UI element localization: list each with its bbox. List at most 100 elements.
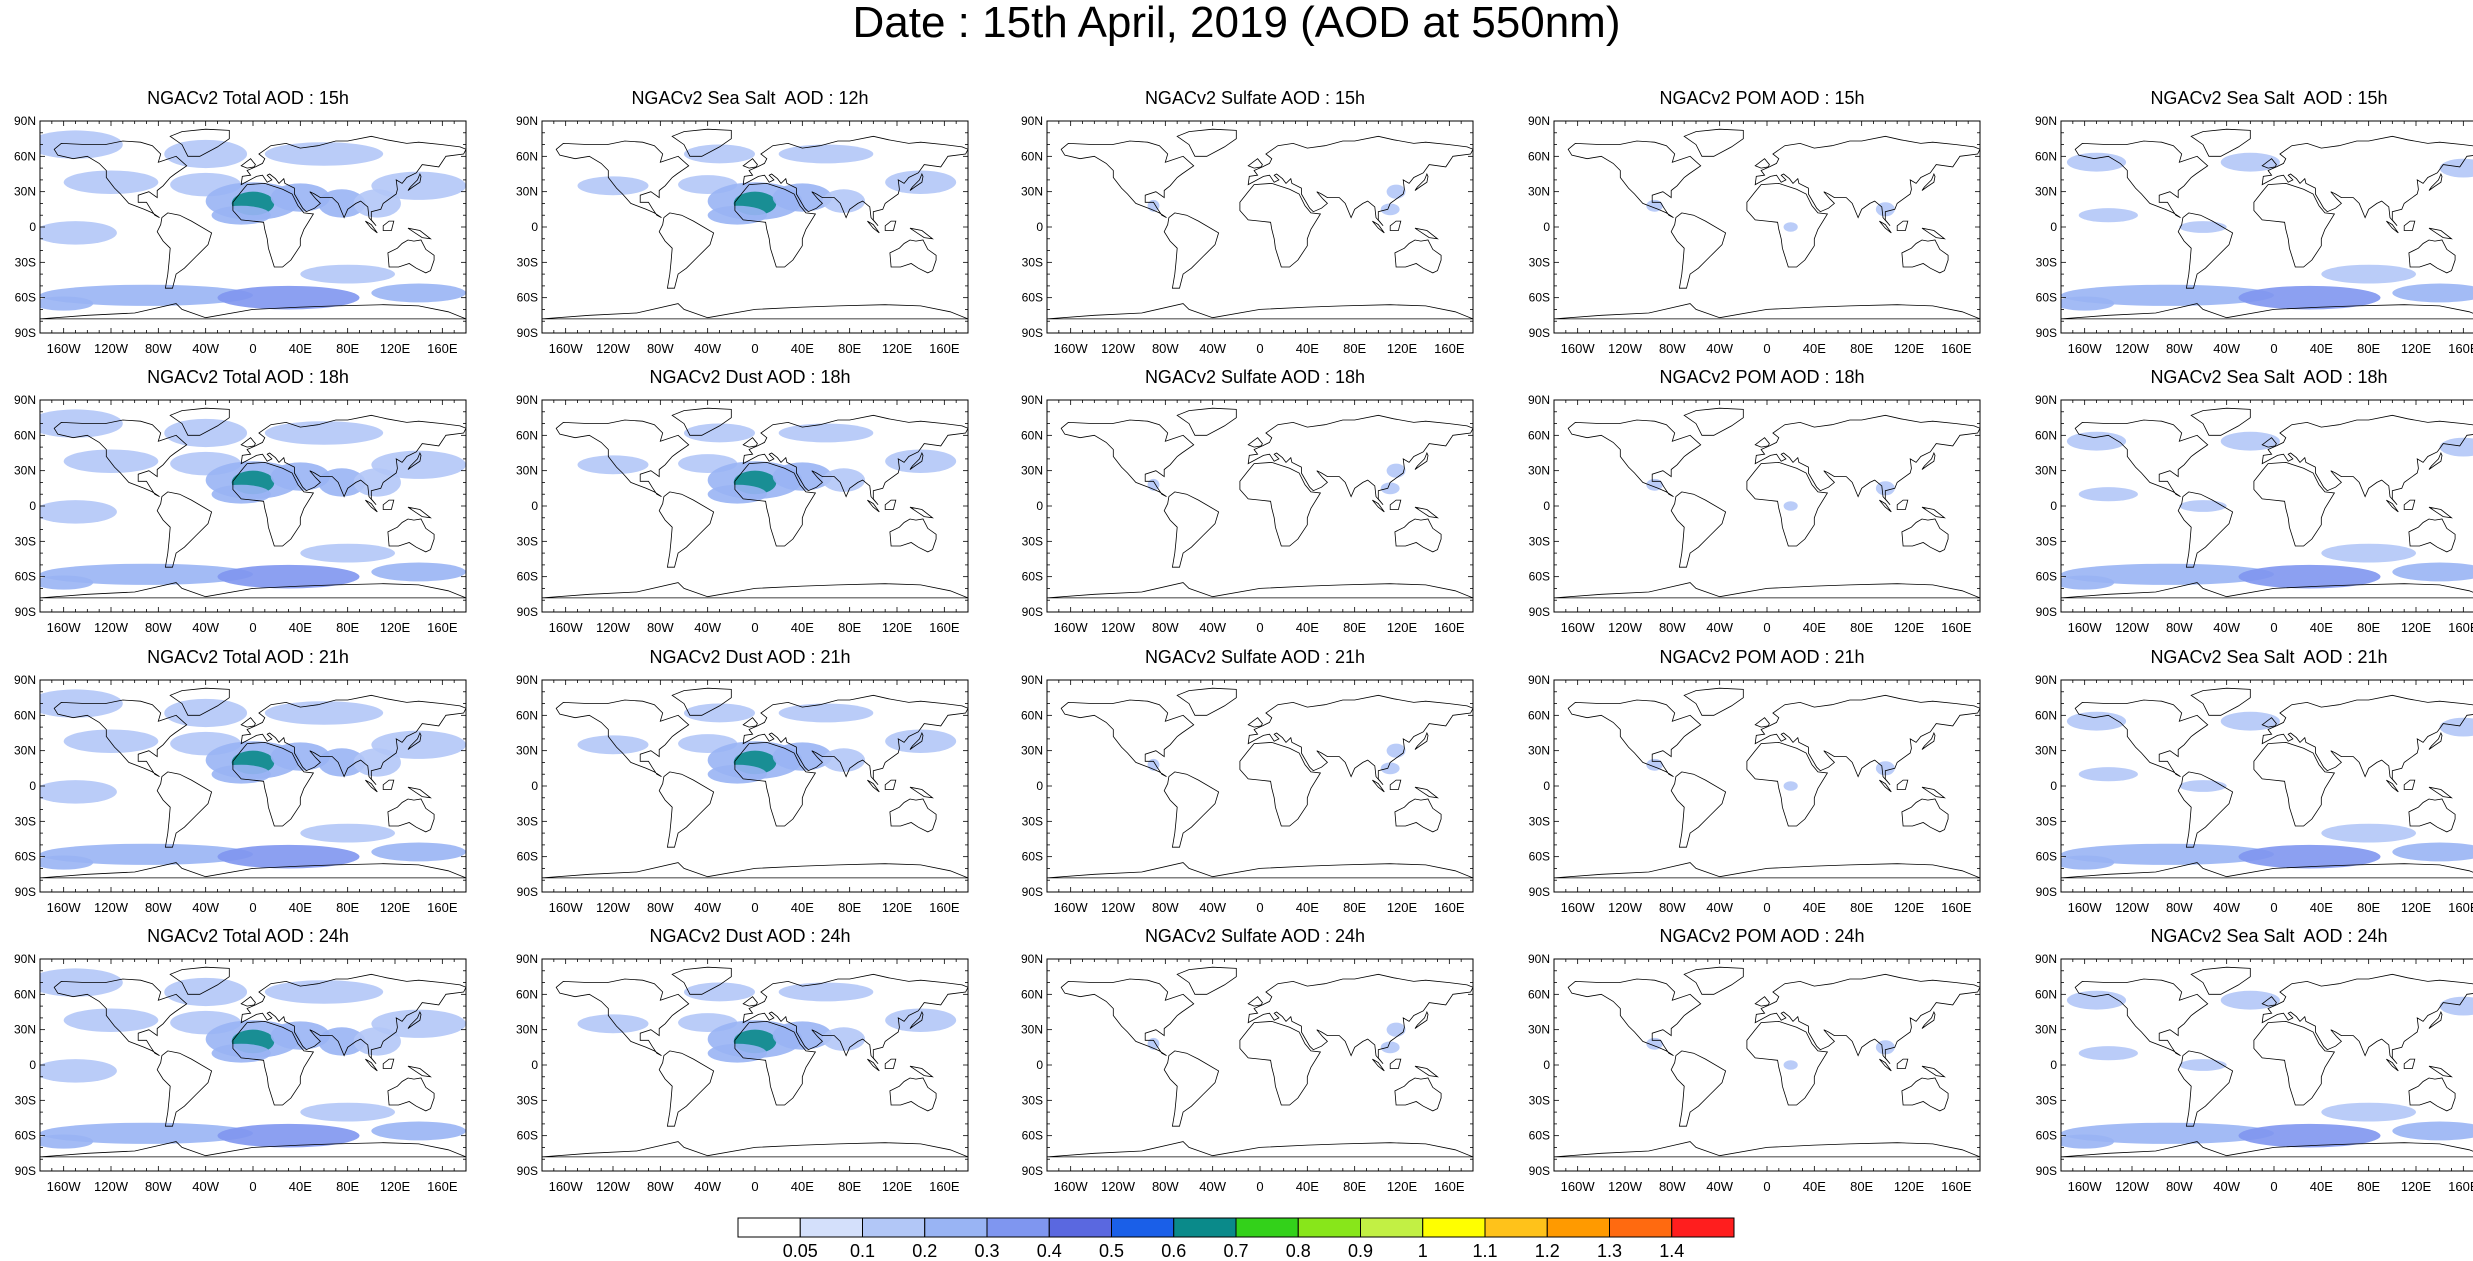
lat-label: 60S xyxy=(2036,1129,2057,1143)
colorbar-label: 0.5 xyxy=(1099,1241,1124,1261)
aod-blob xyxy=(371,1121,466,1141)
lat-label: 60N xyxy=(516,428,538,442)
coastline xyxy=(542,303,968,320)
aod-blob xyxy=(707,764,767,784)
coastline xyxy=(1414,1065,1439,1078)
lon-label: 80E xyxy=(1850,900,1873,915)
lat-label: 30N xyxy=(2035,744,2057,758)
colorbar-label: 0.1 xyxy=(850,1241,875,1261)
coastline xyxy=(1921,1065,1946,1078)
lon-label: 0 xyxy=(1256,1179,1263,1194)
aod-blob xyxy=(164,698,248,728)
lat-label: 90N xyxy=(1528,673,1550,687)
coastline xyxy=(889,1077,937,1112)
aod-blob xyxy=(371,283,466,303)
lon-label: 120W xyxy=(596,341,631,356)
aod-field xyxy=(2061,711,2473,870)
world-map: 90N 60N 30N 0 30S 60S 90S 160W 120W 80W 40W 0 40E 80E… xyxy=(2035,952,2473,1194)
lat-label: 0 xyxy=(29,779,36,793)
coastline xyxy=(2177,771,2234,848)
aod-field xyxy=(577,144,957,225)
lat-label: 90N xyxy=(1021,393,1043,407)
lat-label: 0 xyxy=(1036,220,1043,234)
lat-label: 0 xyxy=(2050,220,2057,234)
coastline xyxy=(909,451,924,470)
lat-label: 90S xyxy=(1529,1164,1550,1178)
lon-label: 80E xyxy=(1850,620,1873,635)
lon-label: 120E xyxy=(2401,341,2432,356)
coastline xyxy=(1047,862,1473,879)
aod-field xyxy=(577,703,957,784)
lat-label: 60S xyxy=(1022,850,1043,864)
lon-label: 120E xyxy=(1894,620,1925,635)
coastline xyxy=(232,182,315,268)
lat-label: 30N xyxy=(1528,1023,1550,1037)
lon-label: 160E xyxy=(2448,341,2473,356)
lon-label: 80W xyxy=(2166,900,2193,915)
coastline xyxy=(2428,1065,2453,1078)
coastline xyxy=(1176,966,1237,995)
aod-blob xyxy=(2321,543,2416,563)
lon-label: 80W xyxy=(647,341,674,356)
coastline xyxy=(2074,419,2209,497)
colorbar-label: 1.4 xyxy=(1659,1241,1684,1261)
lat-label: 60N xyxy=(2035,149,2057,163)
lat-label: 90S xyxy=(15,605,36,619)
aod-blob xyxy=(1783,1060,1798,1070)
lat-label: 0 xyxy=(29,499,36,513)
coastlines xyxy=(1047,687,1473,879)
map-panel: NGACv2 Sulfate AOD : 21h 90N 60N 30N 0 30S 60S… xyxy=(1007,647,1503,922)
aod-blob xyxy=(2061,843,2274,865)
aod-blob xyxy=(164,139,248,169)
aod-blob xyxy=(707,484,767,504)
lat-label: 60S xyxy=(15,1129,36,1143)
coastline xyxy=(671,687,732,716)
coastline xyxy=(1239,1020,1322,1106)
coastline xyxy=(2408,239,2456,274)
coastline xyxy=(1047,582,1473,599)
lon-label: 80W xyxy=(2166,620,2193,635)
panel-title: NGACv2 Sulfate AOD : 24h xyxy=(1144,926,1366,946)
world-map: 90N 60N 30N 0 30S 60S 90S 160W 120W 80W 40W 0 40E 80E… xyxy=(516,673,969,915)
lat-label: 30S xyxy=(15,255,36,269)
map-frame xyxy=(1046,399,1474,613)
colorbar-label: 1.2 xyxy=(1535,1241,1560,1261)
lon-label: 160E xyxy=(2448,900,2473,915)
lat-label: 0 xyxy=(1543,1058,1550,1072)
lat-label: 0 xyxy=(1543,220,1550,234)
aod-blob xyxy=(63,1008,159,1033)
lon-label: 120W xyxy=(1608,620,1643,635)
coastline xyxy=(1879,220,1892,234)
aod-blob xyxy=(707,205,767,225)
coastline xyxy=(1554,862,1980,879)
coastline xyxy=(1176,128,1237,157)
world-map: 90N 60N 30N 0 30S 60S 90S 160W 120W 80W 40W 0 40E 80E… xyxy=(516,114,969,356)
lon-label: 40W xyxy=(694,1179,721,1194)
coastline xyxy=(2061,862,2473,879)
lat-label: 60N xyxy=(2035,987,2057,1001)
lon-label: 40W xyxy=(1706,620,1733,635)
coastline xyxy=(909,731,924,750)
aod-blob xyxy=(684,982,755,1002)
lat-label: 0 xyxy=(1543,779,1550,793)
lat-label: 60N xyxy=(1021,428,1043,442)
coastline xyxy=(1060,419,1195,497)
coastline xyxy=(1414,731,1429,750)
aod-field xyxy=(1147,184,1406,216)
lat-label: 30S xyxy=(1529,814,1550,828)
lon-label: 80E xyxy=(1343,620,1366,635)
lat-label: 90N xyxy=(2035,952,2057,966)
lat-label: 60N xyxy=(2035,428,2057,442)
lat-label: 60N xyxy=(1021,149,1043,163)
lat-label: 30N xyxy=(1528,744,1550,758)
lon-label: 120E xyxy=(1387,1179,1418,1194)
panel-title: NGACv2 POM AOD : 15h xyxy=(1659,88,1865,108)
coastline xyxy=(387,798,435,833)
lat-label: 30N xyxy=(516,464,538,478)
coastline xyxy=(2261,996,2277,1007)
lat-label: 60N xyxy=(516,149,538,163)
coastline xyxy=(1163,212,1220,289)
lat-label: 60N xyxy=(516,987,538,1001)
lat-label: 30S xyxy=(1022,255,1043,269)
coastline xyxy=(1247,996,1263,1007)
